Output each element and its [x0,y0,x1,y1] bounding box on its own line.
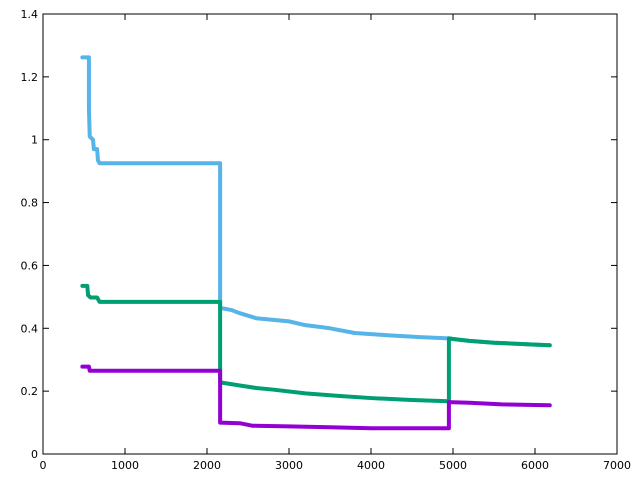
y-tick-label: 0.2 [21,385,39,398]
y-tick-label: 0.8 [21,197,39,210]
y-tick-label: 0.4 [21,322,39,335]
x-tick-label: 2000 [193,459,221,472]
y-tick-label: 1.2 [21,71,39,84]
x-tick-label: 6000 [521,459,549,472]
x-tick-label: 0 [40,459,47,472]
series-layer [80,55,552,431]
plot-frame [42,13,618,455]
x-tick-label: 1000 [111,459,139,472]
y-tick-label: 1 [31,134,38,147]
x-tick-label: 5000 [439,459,467,472]
x-tick-label: 4000 [357,459,385,472]
y-tick-label: 1.4 [21,8,39,21]
series-line-3 [80,364,552,431]
x-tick-label: 3000 [275,459,303,472]
y-tick-label: 0 [31,448,38,461]
x-tick-label: 7000 [603,459,631,472]
axes-layer: 0 1000 2000 3000 4000 5000 6000 7000 0 0.2 0.4 0.6 0… [21,8,632,472]
y-tick-label: 0.6 [21,259,39,272]
series-line-2 [80,283,552,404]
